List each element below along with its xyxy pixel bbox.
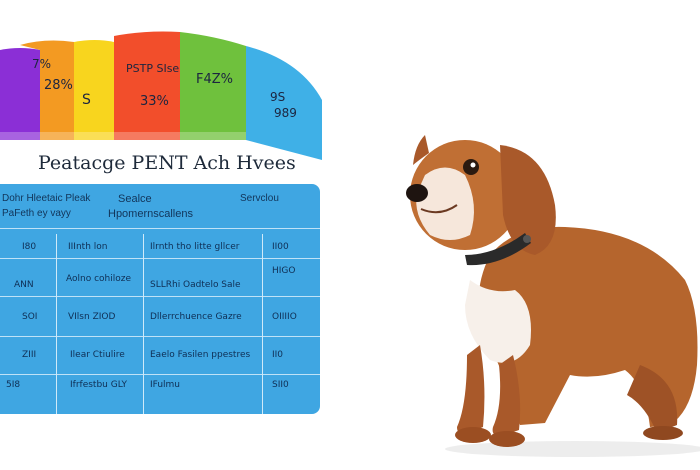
band-label: PSTP SIse [126,62,180,75]
band-label: 33% [140,94,169,109]
dog-paw [489,431,525,447]
table-cell: IIInth lon [68,242,108,252]
table-header-cell: PaFeth ey vayy [2,208,71,219]
table-cell: ANN [14,280,34,290]
table-cell: OIIIIO [272,312,297,322]
band-red [114,31,180,140]
table-header-cell: Servclou [240,193,279,204]
table-cell: II00 [272,242,289,252]
dog-paw [643,426,683,440]
rainbow-band-chart [0,31,322,160]
table-cell: I80 [22,242,37,252]
table-cell: SII0 [272,380,289,390]
dog-ear [413,135,429,165]
dog-mouth [420,204,458,214]
table-cell: SOI [22,312,38,322]
band-green [180,32,246,140]
table-cell: Dllerrchuence Gazre [150,312,242,322]
band-yellow [74,40,114,140]
table-cell: II0 [272,350,284,360]
table-cell: HIGO [272,266,296,276]
dog-nose [406,184,428,202]
table-cell: SLLRhi Oadtelo Sale [150,280,241,290]
table-cell: Ilrnth tho litte gllcer [150,242,240,252]
band-label: 9S [270,90,286,104]
dog-front-leg [457,345,485,435]
page-title: Peatacge PENT Ach Hvees [38,152,296,174]
table-header-cell: Dohr Hleetaic Pleak [2,193,91,204]
table-cell: Aolno cohiloze [66,274,132,284]
dog-paw [455,427,491,443]
band-label: 28% [44,78,73,93]
table-cell: Eaelo Fasilen ppestres [150,350,251,360]
table-cell: ZIII [22,350,37,360]
band-blue [246,46,322,160]
table-header-cell: Hpomernscallens [108,208,193,220]
dog-shadow [445,441,700,457]
band-label: 7% [32,57,52,71]
dog-eye [463,159,479,175]
table-cell: Ifrfestbu GLY [70,380,128,390]
table-cell: IFulmu [150,380,181,390]
dog-back-leg [627,365,678,433]
table-cell: Ilear Ctiulire [70,350,125,360]
dog-collar [465,233,531,266]
dog-face [416,167,474,240]
dog-illustration [406,135,700,457]
band-label: F4Z% [196,72,234,87]
band-orange [20,40,74,140]
dog-front-leg [492,355,521,437]
table-cell: VIlsn ZIOD [68,312,116,322]
data-table: Dohr Hleetaic Pleak PaFeth ey vayy Sealc… [0,184,320,414]
band-label: S [82,92,91,108]
table-header-cell: Sealce [118,193,152,205]
table-cell: 5I8 [6,380,21,390]
dog-chest [465,280,531,363]
dog-ear [500,145,556,255]
band-purple [0,48,40,140]
band-label: 989 [274,106,297,120]
